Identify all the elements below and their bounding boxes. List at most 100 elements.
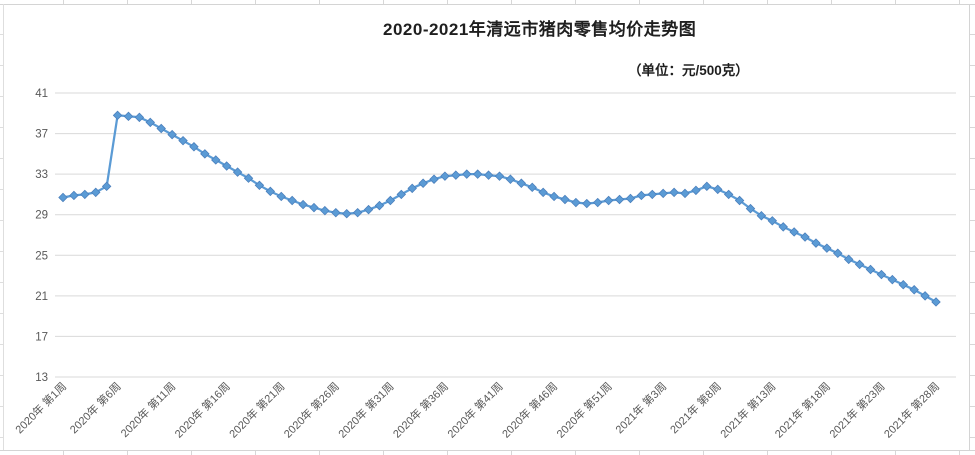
data-point-marker[interactable] [876, 269, 887, 280]
data-point-marker[interactable] [756, 210, 767, 221]
spreadsheet-edge-left [0, 4, 4, 450]
data-point-marker[interactable] [931, 297, 941, 307]
data-point-marker[interactable] [723, 189, 734, 200]
x-axis-label: 2021年 第23周 [826, 379, 887, 440]
data-point-marker[interactable] [385, 195, 396, 206]
data-point-marker[interactable] [440, 171, 450, 181]
data-point-marker[interactable] [734, 195, 745, 206]
data-point-marker[interactable] [341, 208, 352, 219]
data-point-marker[interactable] [505, 174, 516, 184]
data-point-marker[interactable] [80, 189, 90, 200]
data-point-marker[interactable] [713, 184, 723, 195]
y-axis-label: 21 [35, 291, 48, 303]
data-point-marker[interactable] [374, 200, 385, 211]
data-point-marker[interactable] [702, 181, 712, 192]
data-point-marker[interactable] [101, 181, 112, 192]
data-point-marker[interactable] [134, 112, 145, 123]
data-point-marker[interactable] [352, 207, 363, 218]
data-point-marker[interactable] [800, 232, 810, 242]
data-point-marker[interactable] [854, 259, 865, 270]
data-point-marker[interactable] [254, 180, 265, 191]
data-point-marker[interactable] [592, 197, 603, 208]
data-point-marker[interactable] [472, 169, 483, 179]
data-point-marker[interactable] [320, 205, 330, 216]
data-point-marker[interactable] [331, 207, 341, 218]
data-point-marker[interactable] [494, 171, 505, 181]
data-point-marker[interactable] [69, 190, 79, 201]
data-point-marker[interactable] [789, 227, 799, 237]
spreadsheet-edge-right [969, 4, 975, 450]
data-point-marker[interactable] [232, 167, 243, 177]
y-axis-label: 33 [35, 169, 48, 181]
data-point-marker[interactable] [625, 193, 636, 204]
y-axis-label: 37 [35, 129, 48, 141]
x-axis-label: 2020年 第31周 [335, 379, 396, 440]
data-point-marker[interactable] [549, 191, 559, 202]
x-axis-label: 2020年 第46周 [499, 379, 560, 440]
data-point-marker[interactable] [189, 142, 199, 152]
data-point-marker[interactable] [767, 216, 778, 226]
data-point-marker[interactable] [178, 135, 188, 146]
data-point-marker[interactable] [91, 187, 101, 198]
data-point-marker[interactable] [243, 173, 254, 183]
data-point-marker[interactable] [298, 199, 308, 210]
data-point-marker[interactable] [887, 274, 898, 285]
data-point-marker[interactable] [865, 264, 876, 275]
data-point-marker[interactable] [58, 192, 68, 203]
x-axis-label: 2021年 第28周 [881, 379, 942, 440]
data-point-marker[interactable] [571, 197, 581, 208]
data-point-marker[interactable] [167, 129, 177, 140]
data-point-marker[interactable] [920, 291, 930, 301]
data-point-marker[interactable] [898, 279, 908, 290]
data-point-marker[interactable] [647, 189, 658, 200]
data-point-marker[interactable] [527, 182, 537, 193]
data-point-marker[interactable] [669, 187, 679, 198]
data-point-marker[interactable] [582, 198, 592, 209]
data-point-marker[interactable] [200, 149, 210, 159]
data-point-marker[interactable] [691, 185, 701, 196]
data-point-marker[interactable] [680, 188, 690, 199]
x-axis-label: 2020年 第6周 [67, 379, 124, 436]
data-point-marker[interactable] [538, 187, 548, 198]
data-point-marker[interactable] [287, 195, 297, 206]
data-point-marker[interactable] [516, 178, 527, 189]
x-axis-label: 2020年 第21周 [226, 379, 287, 440]
data-point-marker[interactable] [429, 174, 439, 184]
data-point-marker[interactable] [636, 190, 647, 201]
data-point-marker[interactable] [211, 155, 221, 165]
chart-unit-label: （单位：元/500克） [628, 63, 749, 78]
data-point-marker[interactable] [265, 186, 276, 197]
data-point-marker[interactable] [658, 188, 668, 199]
data-point-marker[interactable] [462, 169, 472, 179]
data-point-marker[interactable] [560, 194, 570, 205]
spreadsheet-edge-bottom [0, 450, 975, 455]
data-point-marker[interactable] [112, 110, 123, 121]
y-axis-label: 13 [35, 372, 48, 384]
data-point-marker[interactable] [603, 195, 614, 206]
data-point-marker[interactable] [833, 248, 843, 258]
data-point-marker[interactable] [123, 111, 134, 122]
x-axis-label: 2020年 第1周 [12, 379, 69, 436]
data-point-marker[interactable] [418, 178, 428, 189]
data-point-marker[interactable] [363, 204, 374, 215]
x-axis-label: 2020年 第41周 [444, 379, 505, 440]
x-axis-label: 2021年 第3周 [612, 379, 669, 436]
data-point-marker[interactable] [276, 191, 286, 202]
data-point-marker[interactable] [407, 183, 417, 194]
data-point-marker[interactable] [909, 285, 919, 295]
x-axis-label: 2020年 第16周 [171, 379, 232, 440]
data-point-marker[interactable] [614, 194, 625, 205]
data-point-marker[interactable] [451, 170, 461, 180]
data-point-marker[interactable] [745, 203, 756, 214]
data-point-marker[interactable] [822, 243, 832, 253]
data-point-marker[interactable] [156, 123, 166, 134]
data-point-marker[interactable] [483, 170, 494, 180]
data-point-marker[interactable] [843, 254, 854, 265]
data-point-marker[interactable] [145, 117, 156, 128]
data-point-marker[interactable] [811, 238, 821, 248]
data-point-marker[interactable] [778, 222, 788, 232]
data-point-marker[interactable] [396, 189, 407, 200]
data-point-marker[interactable] [221, 161, 232, 171]
data-point-marker[interactable] [309, 202, 319, 213]
